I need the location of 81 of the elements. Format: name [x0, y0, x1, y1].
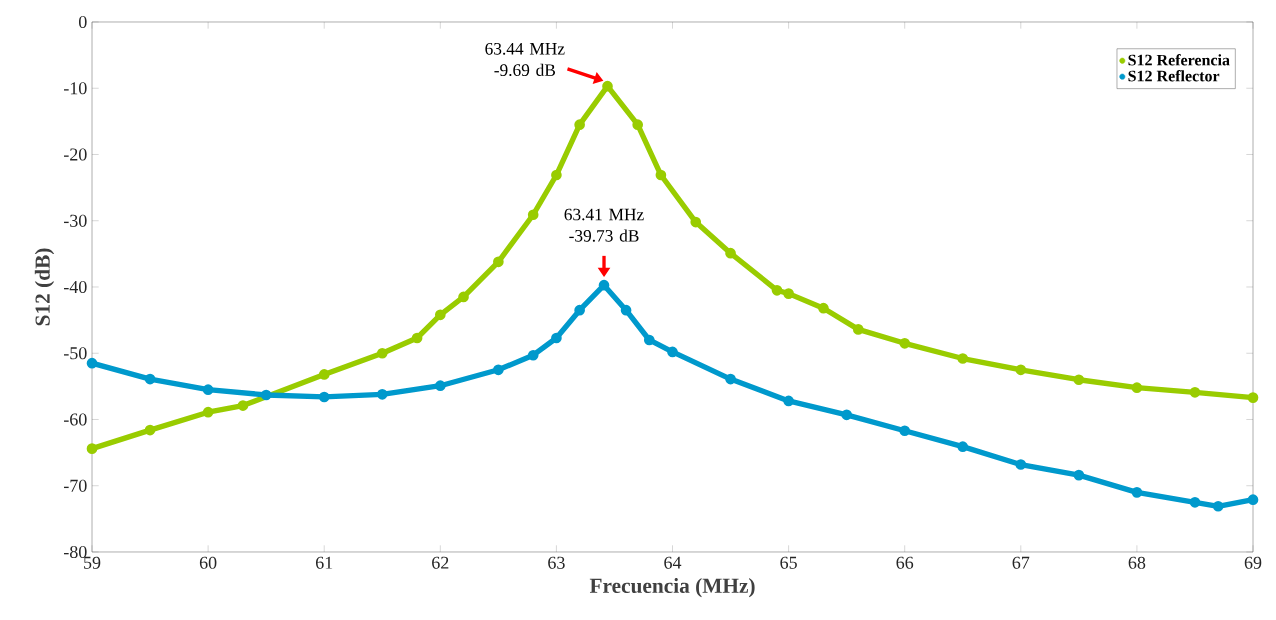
- point: [237, 400, 249, 411]
- point: [899, 425, 911, 437]
- x-tick-label: 64: [664, 556, 682, 569]
- legend-label: S12 Reflector: [1128, 70, 1220, 82]
- x-axis-title: Frecuencia (MHz): [589, 577, 755, 598]
- point: [957, 441, 969, 452]
- x-tick-label: 63: [548, 556, 565, 569]
- point: [1247, 392, 1259, 403]
- x-tick-label: 66: [896, 556, 914, 569]
- point: [1189, 496, 1201, 508]
- y-tick-label: -40: [63, 280, 87, 294]
- point: [434, 309, 446, 321]
- x-tick-label: 67: [1012, 556, 1030, 569]
- point: [574, 119, 585, 131]
- x-tick-label: 62: [432, 556, 449, 569]
- point: [852, 324, 864, 335]
- point: [1131, 382, 1143, 394]
- point: [527, 349, 539, 361]
- y-axis-title: S12 (dB): [34, 248, 55, 326]
- point: [1015, 364, 1027, 376]
- y-tick-label: -80: [63, 545, 87, 559]
- point: [783, 288, 794, 299]
- point: [318, 391, 330, 403]
- point: [1015, 459, 1027, 470]
- x-tick-label: 65: [780, 556, 797, 569]
- point: [1247, 494, 1259, 505]
- point: [527, 209, 539, 221]
- legend-label: S12 Referencia: [1128, 54, 1230, 66]
- point: [725, 247, 736, 259]
- point: [1189, 386, 1201, 398]
- point: [602, 80, 613, 92]
- x-tick-label: 59: [84, 556, 101, 569]
- point: [598, 279, 610, 291]
- point: [86, 443, 98, 454]
- point: [1073, 374, 1085, 386]
- point: [957, 353, 969, 364]
- y-tick-label: -70: [63, 479, 87, 492]
- point: [783, 395, 794, 407]
- point: [202, 384, 214, 396]
- annotation: 63.41 MHz -39.73 dB: [564, 208, 644, 242]
- point: [551, 332, 562, 344]
- point: [458, 291, 469, 303]
- y-tick-label: -60: [63, 413, 87, 426]
- point: [493, 256, 504, 268]
- point: [841, 409, 852, 421]
- point: [655, 169, 667, 181]
- point: [411, 332, 423, 344]
- point: [551, 169, 562, 181]
- x-tick-label: 68: [1128, 556, 1146, 569]
- point: [202, 406, 214, 418]
- point: [86, 357, 98, 369]
- point: [818, 302, 829, 314]
- annotation: 63.44 MHz -9.69 dB: [485, 42, 565, 77]
- point: [1131, 487, 1143, 498]
- point: [574, 304, 585, 316]
- y-tick-label: -20: [63, 148, 87, 161]
- x-tick-label: 60: [199, 556, 217, 569]
- y-tick-label: -10: [63, 82, 87, 95]
- point: [632, 119, 644, 131]
- point: [260, 389, 272, 401]
- x-tick-label: 69: [1244, 556, 1262, 569]
- point: [144, 424, 156, 436]
- point: [667, 346, 678, 358]
- point: [771, 284, 783, 296]
- point: [643, 334, 655, 346]
- point: [144, 373, 156, 385]
- point: [620, 304, 632, 316]
- point: [376, 388, 388, 400]
- point: [690, 216, 702, 228]
- point: [493, 364, 504, 376]
- point: [725, 373, 736, 385]
- y-tick-label: -30: [63, 214, 87, 227]
- point: [1212, 500, 1224, 512]
- y-tick-label: -50: [63, 347, 87, 360]
- point: [899, 337, 911, 349]
- x-tick-label: 61: [315, 556, 333, 569]
- y-tick-label: 0: [78, 15, 87, 29]
- point: [1073, 469, 1085, 481]
- point: [318, 369, 330, 380]
- point: [434, 380, 446, 392]
- point: [376, 347, 388, 359]
